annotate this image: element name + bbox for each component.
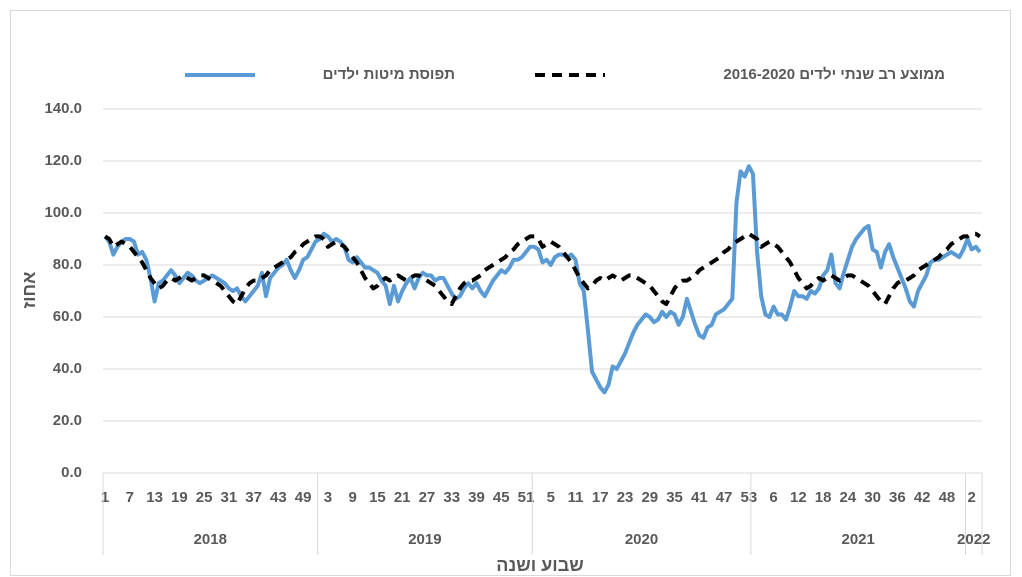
- y-tick-label: 80.0: [53, 256, 82, 273]
- x-tick-label: 49: [295, 489, 312, 506]
- x-tick-label: 11: [568, 489, 584, 506]
- x-tick-label: 27: [419, 489, 436, 506]
- x-tick-label: 7: [126, 489, 134, 506]
- y-tick-label: 140.0: [44, 100, 82, 117]
- y-tick-label: 40.0: [53, 360, 82, 377]
- y-axis-title: אחוז: [19, 272, 39, 309]
- x-tick-label: 51: [518, 489, 535, 506]
- x-tick-label: 39: [468, 489, 485, 506]
- x-tick-label: 3: [324, 489, 332, 506]
- x-tick-label: 24: [840, 489, 857, 506]
- y-tick-label: 20.0: [53, 412, 82, 429]
- group-label: 2021: [842, 531, 875, 548]
- x-tick-label: 23: [617, 489, 634, 506]
- x-tick-label: 48: [939, 489, 956, 506]
- x-axis-title: שבוע ושנה: [496, 555, 583, 575]
- y-tick-label: 60.0: [53, 308, 82, 325]
- x-tick-label: 25: [196, 489, 213, 506]
- x-tick-label: 53: [740, 489, 757, 506]
- group-label: 2018: [194, 531, 227, 548]
- x-tick-label: 35: [666, 489, 683, 506]
- y-tick-label: 120.0: [44, 152, 82, 169]
- x-tick-label: 33: [443, 489, 460, 506]
- x-tick-label: 9: [348, 489, 356, 506]
- x-tick-label: 19: [171, 489, 188, 506]
- x-tick-label: 43: [270, 489, 287, 506]
- x-tick-label: 31: [221, 489, 238, 506]
- y-tick-label: 0.0: [61, 464, 82, 481]
- y-tick-label: 100.0: [44, 204, 82, 221]
- x-tick-label: 41: [691, 489, 708, 506]
- group-label: 2022: [957, 531, 990, 548]
- x-tick-label: 45: [493, 489, 510, 506]
- x-tick-label: 47: [716, 489, 733, 506]
- x-tick-label: 29: [641, 489, 658, 506]
- x-tick-label: 5: [547, 489, 555, 506]
- x-tick-label: 13: [146, 489, 163, 506]
- group-label: 2019: [408, 531, 441, 548]
- legend-label: תפוסת מיטות ילדים: [323, 66, 455, 83]
- x-tick-label: 1: [101, 489, 109, 506]
- x-tick-label: 36: [889, 489, 906, 506]
- series-line: [103, 164, 982, 395]
- x-tick-label: 21: [394, 489, 411, 506]
- x-tick-label: 18: [815, 489, 832, 506]
- chart-frame: [10, 10, 1011, 576]
- x-tick-label: 12: [790, 489, 807, 506]
- legend-label: ממוצע רב שנתי ילדים 2016-2020: [723, 66, 945, 83]
- group-label: 2020: [625, 531, 658, 548]
- x-tick-label: 15: [369, 489, 386, 506]
- x-tick-label: 42: [914, 489, 931, 506]
- x-tick-label: 37: [245, 489, 262, 506]
- x-tick-label: 6: [769, 489, 777, 506]
- series-line: [103, 231, 982, 306]
- x-tick-label: 17: [592, 489, 609, 506]
- x-tick-label: 2: [968, 489, 976, 506]
- x-tick-label: 30: [864, 489, 881, 506]
